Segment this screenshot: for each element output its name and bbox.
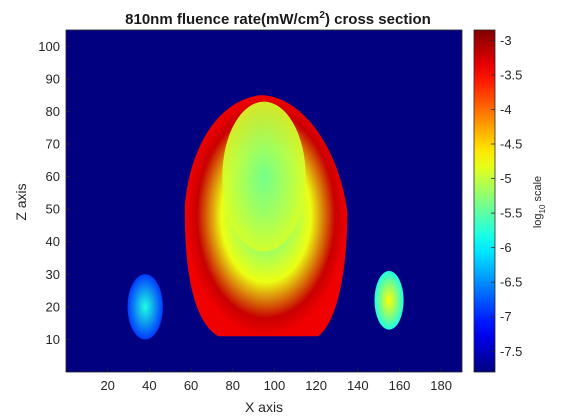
colorbar-tick-label: -4.5 (500, 137, 522, 152)
colorbar-tick-label: -5 (500, 171, 512, 186)
colorbar-tick-label: -3.5 (500, 67, 522, 82)
y-tick-label: 20 (46, 299, 60, 314)
y-tick-label: 100 (38, 39, 60, 54)
y-axis: 10 20 30 40 50 60 70 80 90 100 (38, 39, 70, 347)
heatmap-plot-area (66, 30, 462, 372)
colorbar-tick-label: -5.5 (500, 206, 522, 221)
x-tick-label: 20 (100, 378, 114, 393)
colorbar-tick-label: -4 (500, 102, 512, 117)
y-axis-label: Z axis (13, 183, 29, 220)
chart-title: 810nm fluence rate(mW/cm2) cross section (125, 10, 431, 28)
colorbar-tick-label: -6.5 (500, 275, 522, 290)
right-blob-region (374, 271, 403, 330)
colorbar-gradient (474, 30, 495, 372)
y-tick-label: 30 (46, 267, 60, 282)
x-tick-label: 140 (347, 378, 369, 393)
y-tick-label: 70 (46, 137, 60, 152)
x-tick-label: 160 (389, 378, 411, 393)
colorbar: -7.5 -7 -6.5 -6 -5.5 -5 -4.5 -4 -3.5 -3 (474, 30, 522, 372)
y-tick-label: 40 (46, 234, 60, 249)
colorbar-tick-label: -7.5 (500, 344, 522, 359)
x-tick-label: 40 (142, 378, 156, 393)
head-inner-region (222, 102, 305, 252)
colorbar-label-suffix: scale (532, 176, 544, 205)
colorbar-tick-label: -7 (500, 309, 512, 324)
x-tick-label: 120 (305, 378, 327, 393)
colorbar-tick-label: -6 (500, 240, 512, 255)
colorbar-tick-label: -3 (500, 33, 512, 48)
title-suffix: ) cross section (325, 11, 431, 28)
x-tick-label: 60 (184, 378, 198, 393)
title-main: 810nm fluence rate(mW/cm (125, 11, 319, 28)
x-tick-label: 180 (430, 378, 452, 393)
x-tick-label: 80 (226, 378, 240, 393)
y-tick-label: 60 (46, 169, 60, 184)
colorbar-label: log10 scale (532, 176, 547, 228)
y-tick-label: 80 (46, 104, 60, 119)
colorbar-label-main: log (532, 213, 544, 228)
y-tick-label: 10 (46, 332, 60, 347)
y-tick-label: 90 (46, 71, 60, 86)
x-axis-label: X axis (245, 399, 283, 415)
x-tick-label: 100 (264, 378, 286, 393)
y-tick-label: 50 (46, 202, 60, 217)
left-blob-region (127, 274, 162, 339)
